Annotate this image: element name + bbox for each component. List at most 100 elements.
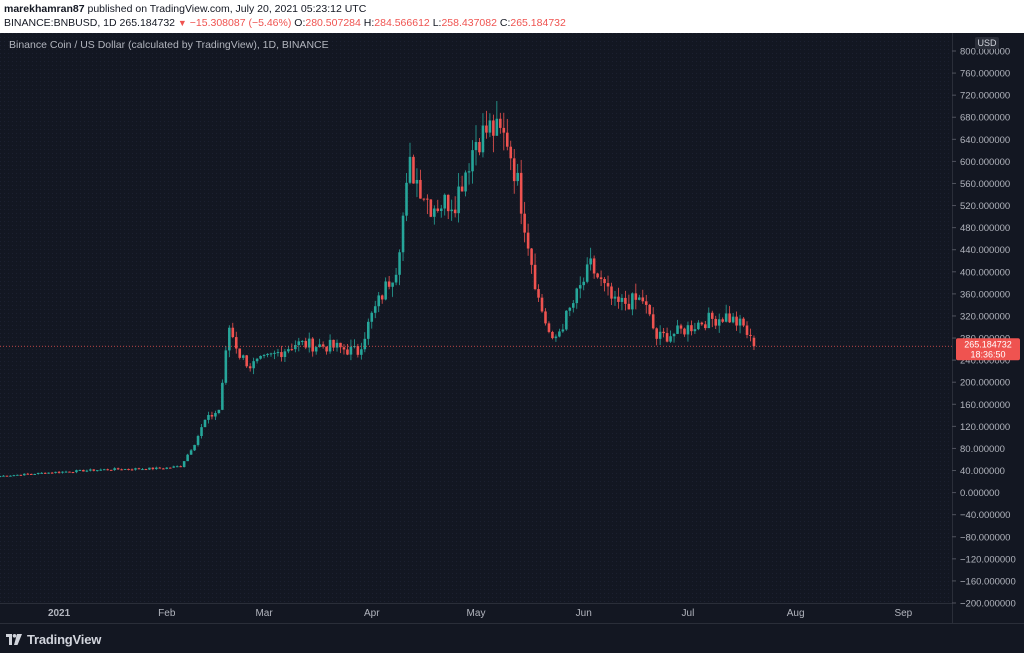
candle-body <box>36 472 40 474</box>
candle-body <box>259 355 262 359</box>
y-tick-label: 320.000000 <box>960 311 1010 322</box>
x-tick-label: Jul <box>682 608 695 619</box>
candle-body <box>471 150 474 172</box>
candle-body <box>214 413 217 417</box>
candle-body <box>137 468 141 470</box>
candle-body <box>50 472 54 474</box>
candle-body <box>474 142 478 151</box>
candle-body <box>106 469 109 471</box>
x-tick-label: May <box>467 608 486 619</box>
candle-body <box>665 333 669 342</box>
y-tick-label: 200.000000 <box>960 378 1010 389</box>
candle-body <box>175 466 179 468</box>
candle-body <box>238 348 242 358</box>
y-tick-label: 520.000000 <box>960 201 1010 212</box>
candle-body <box>380 295 384 300</box>
candle-body <box>704 324 707 329</box>
candle-body <box>0 476 2 478</box>
candle-body <box>450 209 453 212</box>
candle-body <box>311 338 314 352</box>
candle-body <box>144 469 148 471</box>
y-tick-label: 560.000000 <box>960 179 1010 190</box>
candle-body <box>398 252 401 275</box>
tradingview-logo[interactable]: TradingView <box>6 632 101 647</box>
candle-body <box>287 349 290 352</box>
candle-body <box>304 340 308 348</box>
time-axis-background <box>0 603 952 623</box>
chart-area[interactable]: 800.000000 760.000000 720.000000 680.000000… <box>0 33 1024 623</box>
y-tick-label: 440.000000 <box>960 245 1010 256</box>
y-tick-label: 400.000000 <box>960 267 1010 278</box>
candle-body <box>523 213 526 233</box>
candle-body <box>318 344 321 348</box>
candle-body <box>526 232 530 249</box>
candle-body <box>582 281 585 286</box>
candle-body <box>519 172 523 214</box>
y-tick-label: 680.000000 <box>960 113 1010 124</box>
candle-body <box>651 314 655 329</box>
candle-body <box>460 186 464 192</box>
currency-label-box <box>975 37 999 49</box>
candle-body <box>752 337 756 347</box>
candle-body <box>33 473 37 475</box>
candle-body <box>439 208 443 211</box>
candle-body <box>252 361 255 369</box>
chart-title: Binance Coin / US Dollar (calculated by … <box>9 39 329 51</box>
candle-body <box>294 344 297 350</box>
y-tick-label: 80.000000 <box>960 444 1005 455</box>
y-tick-label: 360.000000 <box>960 289 1010 300</box>
candle-body <box>346 349 349 355</box>
candle-body <box>151 467 155 470</box>
y-tick-label: −120.000000 <box>960 554 1016 565</box>
candle-body <box>360 349 363 355</box>
candle-body <box>613 296 617 299</box>
candle-body <box>599 277 603 280</box>
candle-body <box>57 471 61 473</box>
price-axis-background <box>952 33 1024 623</box>
candle-body <box>217 409 221 414</box>
candle-body <box>429 199 433 217</box>
candle-body <box>373 306 377 313</box>
candle-body <box>603 279 606 284</box>
candle-body <box>422 198 426 200</box>
candle-body <box>9 475 12 477</box>
low-label: L: <box>432 17 442 29</box>
candle-body <box>453 209 457 214</box>
candle-body <box>210 415 214 417</box>
candle-body <box>200 427 203 437</box>
candle-body <box>436 208 440 211</box>
candle-body <box>426 198 429 200</box>
candle-body <box>592 258 596 274</box>
candle-body <box>224 350 228 383</box>
candle-body <box>172 466 176 468</box>
candle-body <box>130 469 134 471</box>
candle-body <box>679 325 683 329</box>
candle-body <box>321 344 325 347</box>
candle-body <box>54 471 57 473</box>
candle-body <box>405 182 408 216</box>
candle-body <box>617 296 620 302</box>
author-name[interactable]: marekhamran87 <box>4 3 85 15</box>
candle-body <box>168 467 172 469</box>
candle-body <box>75 470 78 473</box>
candle-body <box>339 342 342 348</box>
candle-body <box>700 322 704 325</box>
candle-body <box>377 295 381 307</box>
y-tick-label: 600.000000 <box>960 157 1010 168</box>
candle-body <box>189 450 193 455</box>
candle-body <box>571 303 575 308</box>
candlestick-chart[interactable]: 800.000000 760.000000 720.000000 680.000000… <box>0 33 1024 623</box>
candle-body <box>367 321 370 339</box>
candle-body <box>283 351 287 357</box>
candle-body <box>596 273 599 278</box>
y-tick-label: 800.000000 <box>960 47 1010 58</box>
price-badge-countdown: 18:36:50 <box>970 350 1005 360</box>
candle-body <box>631 293 634 310</box>
candle-body <box>68 471 71 473</box>
high-value: 284.566612 <box>374 17 430 29</box>
candle-body <box>2 475 5 477</box>
candle-body <box>89 469 92 471</box>
candle-body <box>165 467 169 469</box>
candle-body <box>638 297 641 300</box>
candle-body <box>495 118 499 136</box>
